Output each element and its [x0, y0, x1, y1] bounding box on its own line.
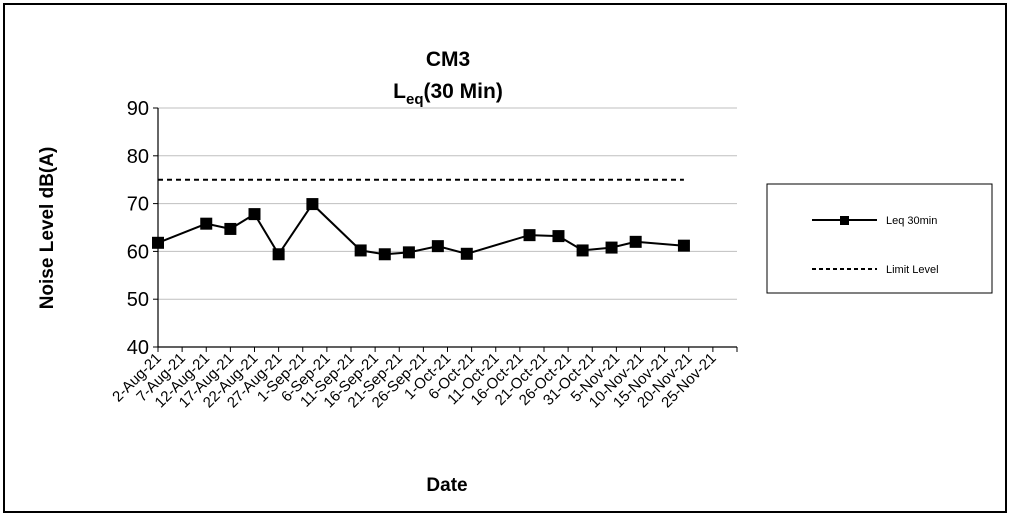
data-point-1 [200, 217, 213, 230]
gridlines [158, 107, 737, 300]
chart-title-line1: CM3 [426, 48, 470, 71]
data-point-6 [354, 244, 367, 257]
legend-label-leq: Leq 30min [886, 215, 937, 227]
data-point-7 [378, 248, 391, 261]
data-point-11 [523, 229, 536, 242]
y-tick-label-50: 50 [127, 289, 149, 311]
chart-title-main: L [393, 80, 406, 103]
x-axis-label: Date [426, 475, 467, 496]
series-line-0 [157, 202, 684, 257]
x-tick-labels: 2-Aug-217-Aug-2112-Aug-2117-Aug-2122-Aug… [109, 350, 720, 412]
chart-title-line2: Leq(30 Min) [393, 80, 503, 108]
y-tick-label-90: 90 [127, 98, 149, 120]
y-tick-label-60: 60 [127, 241, 149, 263]
y-tick-labels: 40 50 60 70 80 90 [127, 98, 149, 359]
data-point-2 [224, 222, 237, 235]
axes [153, 107, 738, 352]
chart-title-sub: eq [406, 91, 424, 108]
data-point-9 [431, 240, 444, 253]
data-point-10 [460, 247, 473, 260]
data-point-0 [152, 236, 164, 249]
data-point-12 [552, 230, 565, 243]
legend-marker-leq [840, 216, 849, 225]
y-tick-label-70: 70 [127, 194, 149, 216]
legend-label-limit: Limit Level [886, 264, 939, 276]
y-tick-label-80: 80 [127, 146, 149, 168]
data-point-3 [248, 208, 261, 221]
data-point-14 [605, 241, 618, 254]
data-point-15 [629, 235, 642, 248]
series [152, 178, 690, 261]
y-axis-label: Noise Level dB(A) [37, 147, 58, 310]
legend: Leq 30min Limit Level [766, 183, 993, 294]
data-point-8 [402, 246, 415, 259]
data-point-5 [306, 198, 319, 211]
data-point-16 [677, 239, 690, 252]
data-point-4 [272, 248, 285, 261]
y-tick-label-40: 40 [127, 337, 149, 359]
chart-title-rest: (30 Min) [424, 80, 503, 103]
legend-box [766, 183, 993, 294]
data-point-13 [576, 244, 589, 257]
